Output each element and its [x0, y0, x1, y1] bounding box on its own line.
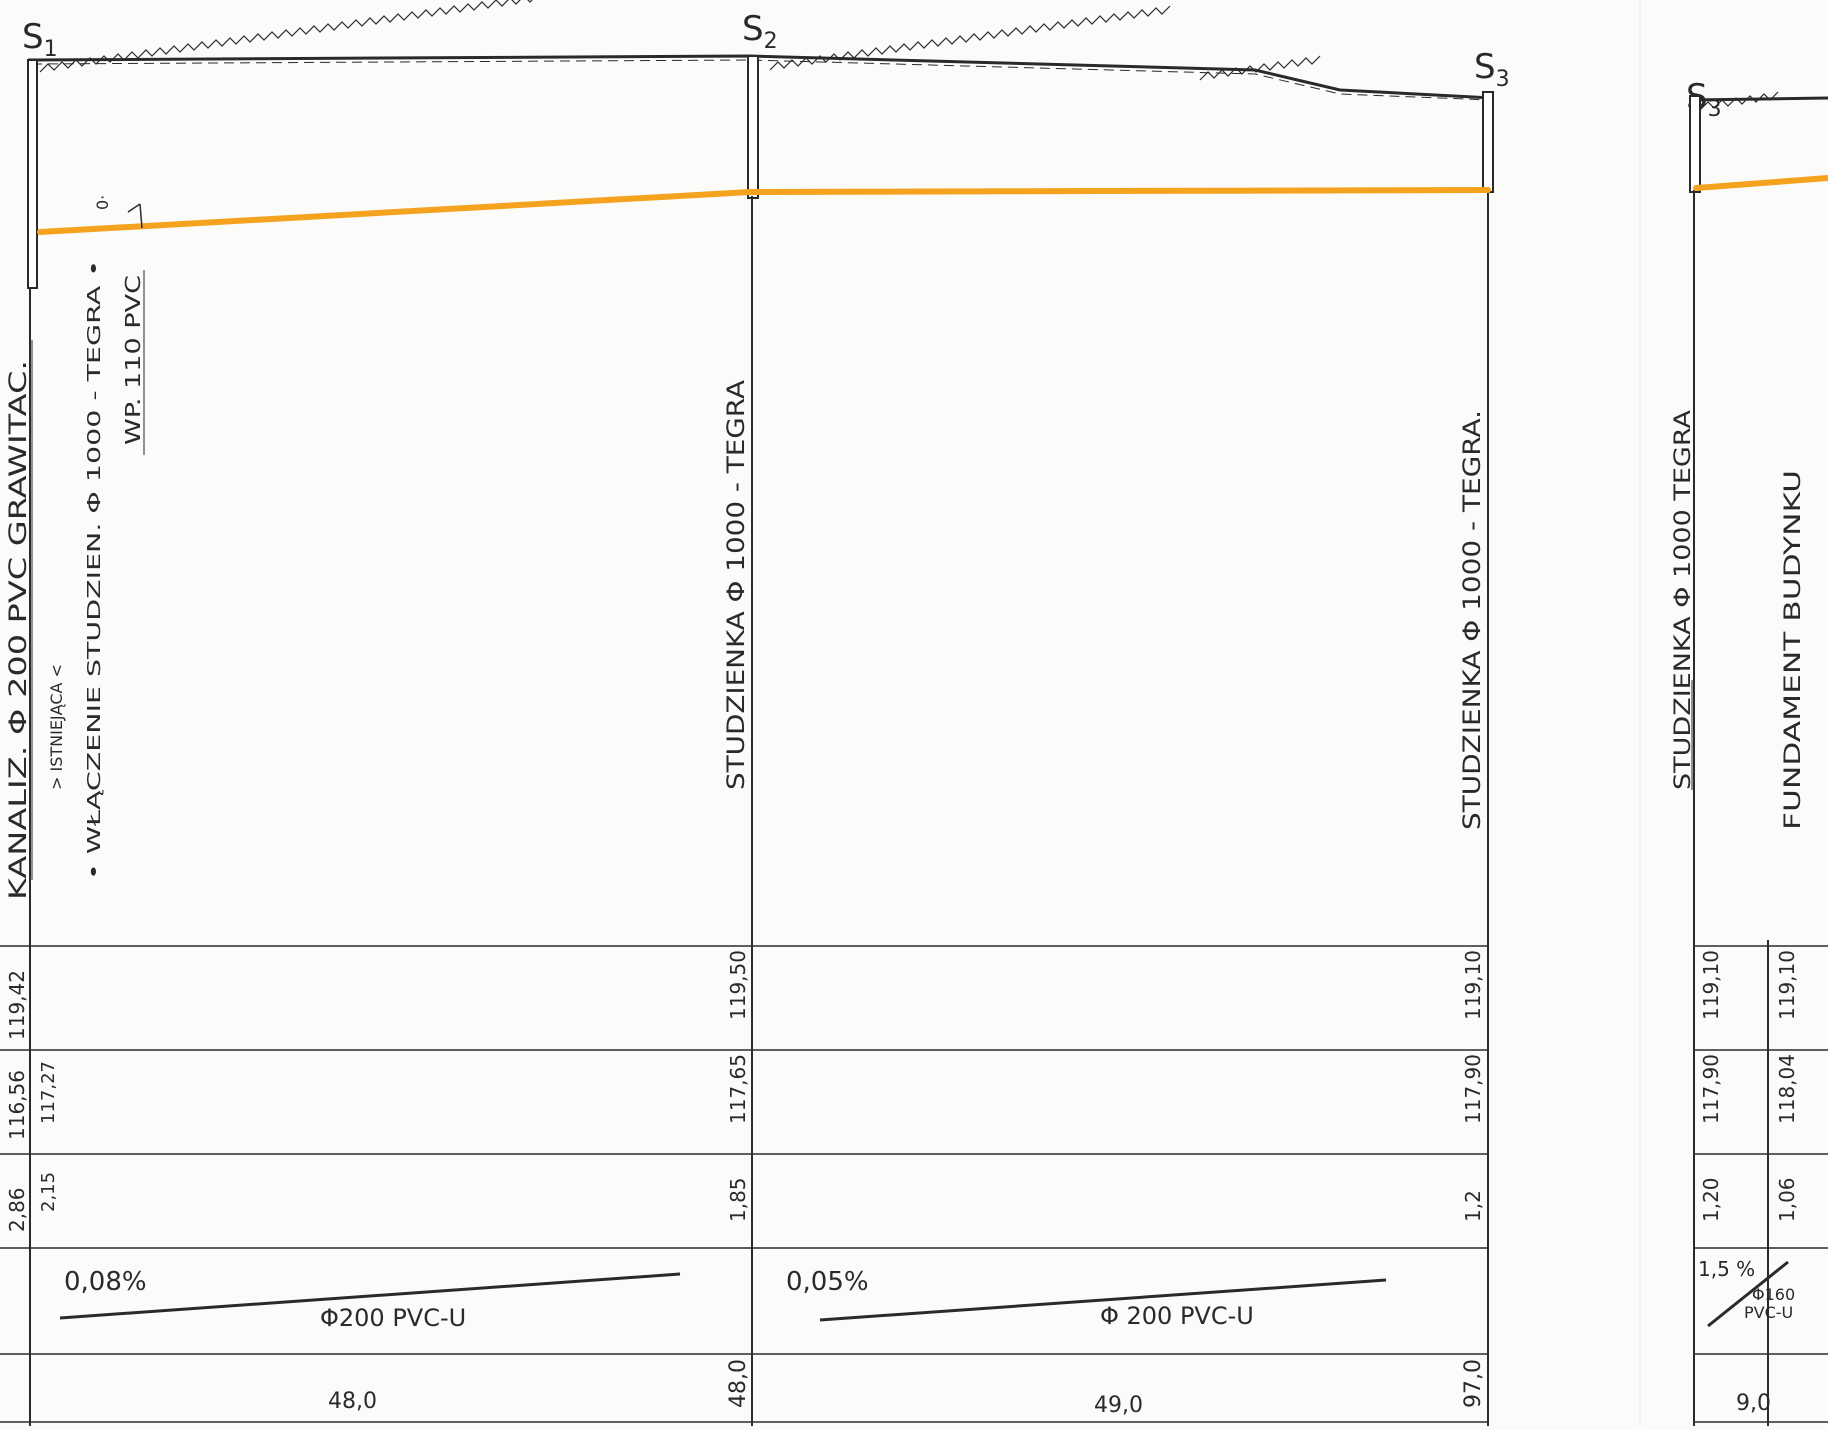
invert-elevation-row: 116,56 117,27 117,65 117,90 117,90 118,0…	[5, 1054, 1799, 1140]
terrain-elevation-row: 119,42 119,50 119,10 119,10 119,10	[5, 950, 1799, 1040]
well-s2-label: STUDZIENKA Φ 1000 - TEGRA	[722, 379, 750, 790]
data-table-grid	[0, 945, 1828, 1423]
depth-s1a: 2,86	[5, 1187, 29, 1232]
invert-s3: 117,90	[1461, 1054, 1485, 1124]
slope-row: 0,08% Φ200 PVC-U 0,05% Φ 200 PVC-U 1,5 %…	[59, 1257, 1795, 1332]
terrain-s1: 119,42	[5, 970, 29, 1040]
svg-text:0·: 0·	[93, 195, 112, 210]
foundation-label: FUNDAMENT BUDYNKU	[1781, 470, 1806, 830]
invert-s1a: 116,56	[5, 1070, 29, 1140]
well-s3	[1482, 91, 1494, 193]
station-s3-label: S3	[1474, 47, 1510, 92]
station-s1-label: S1	[22, 17, 58, 62]
slope-seg3: 1,5 %	[1698, 1257, 1755, 1281]
terrain-b2: 119,10	[1775, 950, 1799, 1020]
depth-row: 2,86 2,15 1,85 1,2 1,20 1,06	[5, 1172, 1799, 1232]
svg-text:S3: S3	[1474, 47, 1510, 92]
pipe-seg2: Φ 200 PVC-U	[1100, 1302, 1254, 1330]
well-s1	[27, 59, 38, 289]
pipe-seg3b: PVC-U	[1744, 1303, 1793, 1322]
connection-label: • WŁĄCZENIE STUDZIEN. Φ 1000 - TEGRA •	[84, 260, 105, 880]
invert-b2: 118,04	[1775, 1054, 1799, 1124]
slope-line-seg3	[1707, 1260, 1789, 1328]
slope-line-seg2	[819, 1278, 1387, 1322]
distance-seg2: 49,0	[1094, 1393, 1143, 1418]
well-s3b	[1689, 95, 1701, 193]
inlet-marker: 0·	[93, 195, 143, 229]
depth-s2: 1,85	[726, 1177, 750, 1222]
depth-s1b: 2,15	[38, 1172, 59, 1212]
distance-row: 48,0 48,0 49,0 97,0 9,0	[328, 1359, 1771, 1418]
slope-seg1: 0,08%	[64, 1267, 147, 1297]
distance-seg3: 9,0	[1736, 1391, 1771, 1416]
terrain-s3: 119,10	[1461, 950, 1485, 1020]
main-sewer-label: KANALIZ. Φ 200 PVC GRAWITAC.	[4, 360, 32, 900]
depth-b1: 1,20	[1699, 1177, 1723, 1222]
wp-label: WP. 110 PVC	[121, 275, 145, 445]
station-s2-label: S2	[742, 9, 778, 54]
well-s2	[747, 55, 759, 199]
svg-text:S1: S1	[22, 17, 58, 62]
terrain-b1: 119,10	[1699, 950, 1723, 1020]
invert-s2: 117,65	[726, 1054, 750, 1124]
existing-label: > ISTNIEJĄCA <	[47, 664, 66, 790]
depth-b2: 1,06	[1775, 1177, 1799, 1222]
invert-b1: 117,90	[1699, 1054, 1723, 1124]
distance-seg1: 48,0	[328, 1389, 377, 1414]
depth-s3: 1,2	[1461, 1190, 1485, 1222]
slope-seg2: 0,05%	[786, 1267, 869, 1297]
distance-cum2: 48,0	[726, 1359, 751, 1408]
well-s3-label: STUDZIENKA Φ 1000 - TEGRA.	[1458, 410, 1486, 830]
svg-text:S2: S2	[742, 9, 778, 54]
terrain-s2: 119,50	[726, 950, 750, 1020]
pipe-seg3a: Φ160	[1752, 1285, 1795, 1304]
terrain-line	[27, 0, 1828, 111]
pipe-line	[37, 175, 1828, 235]
slope-line-seg1	[59, 1272, 681, 1320]
invert-s1b: 117,27	[38, 1061, 59, 1124]
pipe-seg1: Φ200 PVC-U	[320, 1304, 466, 1332]
distance-cum3: 97,0	[1461, 1359, 1486, 1408]
